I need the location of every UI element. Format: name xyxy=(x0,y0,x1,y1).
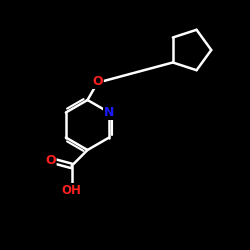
Text: O: O xyxy=(92,75,103,88)
Text: O: O xyxy=(45,154,56,167)
Text: OH: OH xyxy=(62,184,82,197)
Text: N: N xyxy=(104,106,114,119)
